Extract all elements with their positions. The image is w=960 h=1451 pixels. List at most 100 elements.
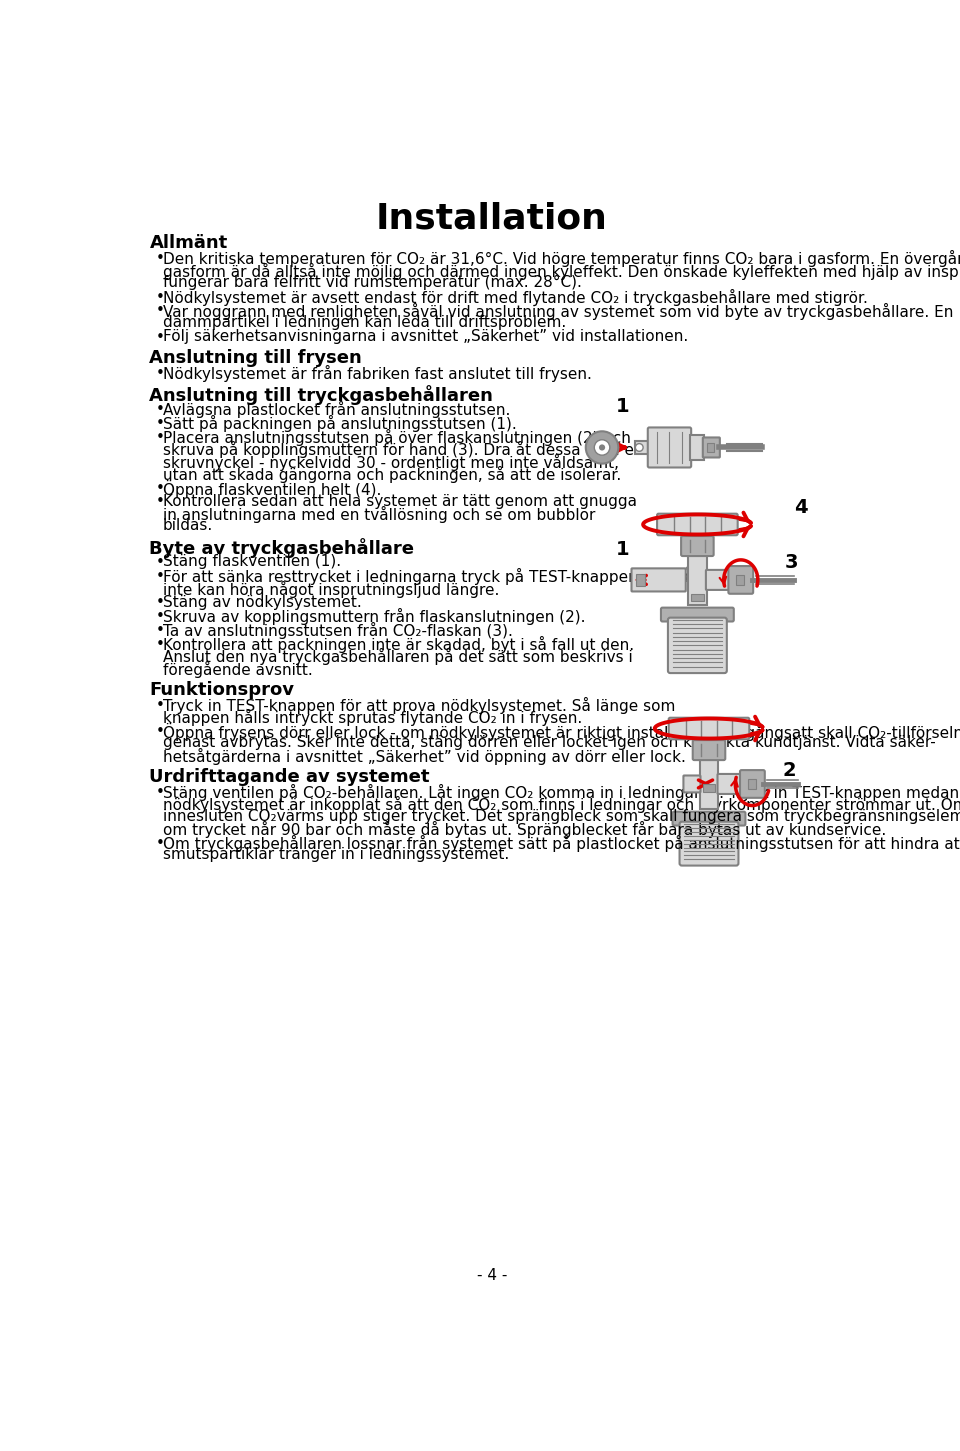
Text: Nödkylsystemet är avsett endast för drift med flytande CO₂ i tryckgasbehållare m: Nödkylsystemet är avsett endast för drif…	[162, 289, 868, 306]
Bar	[748, 779, 756, 789]
Text: Stäng av nödkylsystemet.: Stäng av nödkylsystemet.	[162, 595, 361, 609]
Text: genast avbrytas. Sker inte detta, stäng dörren eller locket igen och kontakta ku: genast avbrytas. Sker inte detta, stäng …	[162, 736, 935, 750]
Bar	[703, 784, 715, 792]
Bar	[700, 759, 718, 810]
Bar	[636, 441, 653, 454]
Text: •: •	[156, 416, 164, 431]
Text: hetsåtgärderna i avsnittet „Säkerhet” vid öppning av dörr eller lock.: hetsåtgärderna i avsnittet „Säkerhet” vi…	[162, 747, 685, 765]
Text: - 4 -: - 4 -	[477, 1268, 507, 1283]
Text: •: •	[156, 329, 164, 345]
Text: Stäng flaskventilen (1).: Stäng flaskventilen (1).	[162, 554, 341, 569]
FancyBboxPatch shape	[669, 718, 750, 740]
Text: dammpartikel i ledningen kan leda till driftsproblem.: dammpartikel i ledningen kan leda till d…	[162, 315, 565, 329]
FancyBboxPatch shape	[706, 570, 731, 591]
Text: •: •	[156, 836, 164, 850]
FancyBboxPatch shape	[740, 770, 765, 798]
Text: •: •	[156, 495, 164, 509]
Circle shape	[636, 444, 643, 451]
FancyBboxPatch shape	[657, 514, 737, 535]
Bar	[691, 593, 704, 602]
Text: Stäng ventilen på CO₂-behållaren. Låt ingen CO₂ komma in i ledningarna. Tryck in: Stäng ventilen på CO₂-behållaren. Låt in…	[162, 784, 959, 801]
Text: 3: 3	[785, 553, 799, 572]
Text: Anslutning till tryckgasbehållaren: Anslutning till tryckgasbehållaren	[150, 385, 493, 405]
Text: Funktionsprov: Funktionsprov	[150, 681, 295, 699]
FancyBboxPatch shape	[660, 608, 733, 621]
FancyBboxPatch shape	[673, 811, 745, 826]
Text: fungerar bara felfritt vid rumstemperatur (max. 28°C).: fungerar bara felfritt vid rumstemperatu…	[162, 276, 582, 290]
Text: knappen hålls intryckt sprutas flytande CO₂ in i frysen.: knappen hålls intryckt sprutas flytande …	[162, 710, 582, 727]
Text: •: •	[156, 402, 164, 416]
Text: Avlägsna plastlocket från anslutningsstutsen.: Avlägsna plastlocket från anslutningsstu…	[162, 402, 510, 418]
Text: Skruva av kopplingsmuttern från flaskanslutningen (2).: Skruva av kopplingsmuttern från flaskans…	[162, 608, 586, 625]
FancyBboxPatch shape	[632, 569, 685, 592]
Circle shape	[586, 431, 618, 464]
Text: Ta av anslutningsstutsen från CO₂-flaskan (3).: Ta av anslutningsstutsen från CO₂-flaska…	[162, 622, 513, 640]
Text: Om tryckgasbehållaren lossnar från systemet sätt på plastlocket på anslutningsst: Om tryckgasbehållaren lossnar från syste…	[162, 834, 960, 852]
Text: utan att skada gängorna och packningen, så att de isolerar.: utan att skada gängorna och packningen, …	[162, 466, 621, 483]
Text: •: •	[156, 637, 164, 651]
Text: nödkylsystemet är inkopplat så att den CO₂ som finns i ledningar och styrkompone: nödkylsystemet är inkopplat så att den C…	[162, 797, 960, 814]
Text: •: •	[156, 609, 164, 624]
Text: •: •	[156, 622, 164, 638]
Text: •: •	[156, 366, 164, 380]
Text: För att sänka resttrycket i ledningarna tryck på TEST-knappen tills man: För att sänka resttrycket i ledningarna …	[162, 569, 708, 585]
Circle shape	[599, 444, 605, 451]
Text: smutspartiklar tränger in i ledningssystemet.: smutspartiklar tränger in i ledningssyst…	[162, 847, 509, 862]
Text: föregående avsnitt.: föregående avsnitt.	[162, 660, 312, 678]
Text: om trycket når 90 bar och måste då bytas ut. Sprängblecket får bara bytas ut av : om trycket når 90 bar och måste då bytas…	[162, 821, 886, 837]
Bar	[736, 575, 744, 585]
Bar	[688, 554, 707, 605]
Text: •: •	[156, 303, 164, 318]
FancyBboxPatch shape	[684, 775, 701, 792]
Text: Anslut den nya tryckgasbehållaren på det sätt som beskrivs i: Anslut den nya tryckgasbehållaren på det…	[162, 649, 633, 666]
FancyBboxPatch shape	[680, 821, 738, 866]
Text: Följ säkerhetsanvisningarna i avsnittet „Säkerhet” vid installationen.: Följ säkerhetsanvisningarna i avsnittet …	[162, 329, 688, 344]
Text: 4: 4	[794, 498, 808, 517]
Text: Sätt på packningen på anslutningsstutsen (1).: Sätt på packningen på anslutningsstutsen…	[162, 415, 516, 432]
Text: Installation: Installation	[376, 202, 608, 237]
Text: •: •	[156, 556, 164, 570]
Text: Den kritiska temperaturen för CO₂ är 31,6°C. Vid högre temperatur finns CO₂ bara: Den kritiska temperaturen för CO₂ är 31,…	[162, 251, 960, 267]
Text: Allmänt: Allmänt	[150, 234, 228, 252]
Text: 1: 1	[616, 540, 630, 559]
Bar	[708, 443, 713, 453]
Text: Placera anslutningsstutsen på över flaskanslutningen (2) och: Placera anslutningsstutsen på över flask…	[162, 429, 631, 445]
Text: Kontrollera sedan att hela systemet är tätt genom att gnugga: Kontrollera sedan att hela systemet är t…	[162, 493, 636, 509]
Text: inte kan höra något insprutningsljud längre.: inte kan höra något insprutningsljud län…	[162, 580, 499, 598]
FancyBboxPatch shape	[668, 618, 727, 673]
Circle shape	[594, 440, 610, 456]
FancyBboxPatch shape	[717, 773, 742, 794]
Bar	[689, 435, 704, 460]
Text: 1: 1	[616, 398, 630, 416]
FancyBboxPatch shape	[729, 566, 754, 593]
Text: •: •	[156, 429, 164, 445]
Text: •: •	[156, 785, 164, 800]
Bar	[636, 573, 645, 586]
Text: Byte av tryckgasbehållare: Byte av tryckgasbehållare	[150, 538, 415, 559]
Text: Kontrollera att packningen inte är skadad, byt i så fall ut den.: Kontrollera att packningen inte är skada…	[162, 636, 634, 653]
Text: in anslutningarna med en tvållösning och se om bubblor: in anslutningarna med en tvållösning och…	[162, 506, 595, 522]
Text: Öppna frysens dörr eller lock - om nödkylsystemet är riktigt installerat och igå: Öppna frysens dörr eller lock - om nödky…	[162, 723, 960, 741]
Text: bildas.: bildas.	[162, 518, 213, 534]
Text: Tryck in TEST-knappen för att prova nödkylsystemet. Så länge som: Tryck in TEST-knappen för att prova nödk…	[162, 696, 675, 714]
FancyBboxPatch shape	[693, 740, 725, 760]
Text: 2: 2	[782, 760, 796, 779]
Text: innesluten CO₂värms upp stiger trycket. Det sprängbleck som skall fungera som tr: innesluten CO₂värms upp stiger trycket. …	[162, 808, 960, 824]
Text: 3: 3	[693, 775, 707, 794]
Text: •: •	[156, 251, 164, 266]
Text: skruvnyckel - nyckelvidd 30 - ordentligt men inte våldsamt,: skruvnyckel - nyckelvidd 30 - ordentligt…	[162, 454, 618, 470]
FancyBboxPatch shape	[648, 428, 691, 467]
Text: •: •	[156, 569, 164, 585]
Text: Nödkylsystemet är från fabriken fast anslutet till frysen.: Nödkylsystemet är från fabriken fast ans…	[162, 366, 591, 382]
Text: •: •	[156, 698, 164, 712]
Text: Urdrifttagande av systemet: Urdrifttagande av systemet	[150, 768, 430, 786]
Text: •: •	[156, 724, 164, 739]
Text: •: •	[156, 480, 164, 496]
FancyBboxPatch shape	[681, 535, 713, 556]
Text: •: •	[156, 595, 164, 611]
Text: Öppna flaskventilen helt (4).: Öppna flaskventilen helt (4).	[162, 480, 381, 498]
FancyBboxPatch shape	[703, 437, 720, 457]
Text: gasform är då alltså inte möjlig och därmed ingen kyleffekt. Den önskade kyleffe: gasform är då alltså inte möjlig och där…	[162, 263, 960, 280]
Text: Var noggrann med renligheten såväl vid anslutning av systemet som vid byte av tr: Var noggrann med renligheten såväl vid a…	[162, 303, 953, 319]
Text: 2: 2	[684, 566, 698, 585]
